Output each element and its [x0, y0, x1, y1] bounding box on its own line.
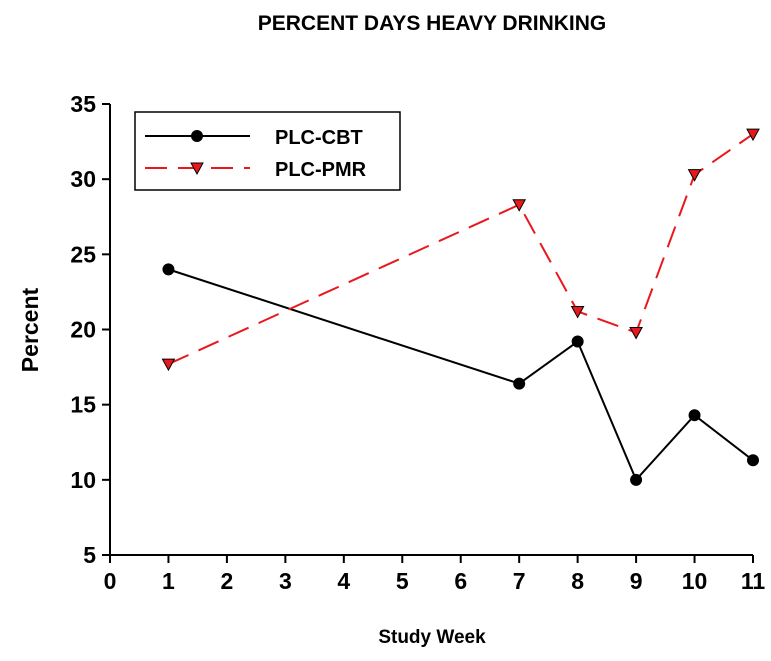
x-tick-label: 10 — [682, 568, 708, 594]
marker — [570, 305, 585, 319]
y-tick-label: 25 — [70, 241, 96, 267]
y-tick-label: 30 — [70, 166, 96, 192]
y-tick-label: 20 — [70, 317, 96, 343]
legend-marker — [191, 130, 203, 142]
legend-marker — [190, 162, 204, 176]
y-axis-label: Percent — [17, 287, 43, 372]
chart-title: PERCENT DAYS HEAVY DRINKING — [258, 12, 607, 35]
series-line — [168, 133, 754, 365]
x-tick-label: 2 — [221, 568, 234, 594]
marker — [513, 377, 526, 390]
x-tick-label: 11 — [741, 568, 766, 594]
x-tick-label: 3 — [279, 568, 292, 594]
y-tick-label: 5 — [83, 542, 96, 568]
marker — [161, 358, 176, 372]
x-tick-label: 5 — [396, 568, 409, 594]
x-tick-label: 6 — [454, 568, 467, 594]
series-line — [168, 268, 754, 482]
marker — [512, 199, 527, 212]
legend-label: PLC-PMR — [275, 159, 367, 181]
marker — [629, 327, 643, 340]
x-axis-label: Study Week — [378, 627, 486, 648]
x-tick-label: 9 — [630, 568, 643, 594]
marker — [687, 169, 702, 182]
x-tick-label: 7 — [513, 568, 526, 594]
marker — [746, 128, 760, 142]
legend-box — [134, 111, 401, 191]
x-tick-label: 1 — [162, 568, 175, 594]
legend-label: PLC-CBT — [275, 127, 363, 149]
marker — [162, 263, 175, 276]
x-tick-label: 4 — [337, 568, 350, 594]
marker — [747, 454, 759, 467]
marker — [688, 409, 701, 422]
y-tick-label: 35 — [70, 91, 96, 117]
x-tick-label: 8 — [571, 568, 584, 594]
x-tick-label: 0 — [104, 568, 117, 594]
marker — [571, 335, 584, 348]
y-tick-label: 15 — [70, 392, 96, 418]
marker — [630, 473, 643, 486]
y-tick-label: 10 — [70, 467, 96, 493]
